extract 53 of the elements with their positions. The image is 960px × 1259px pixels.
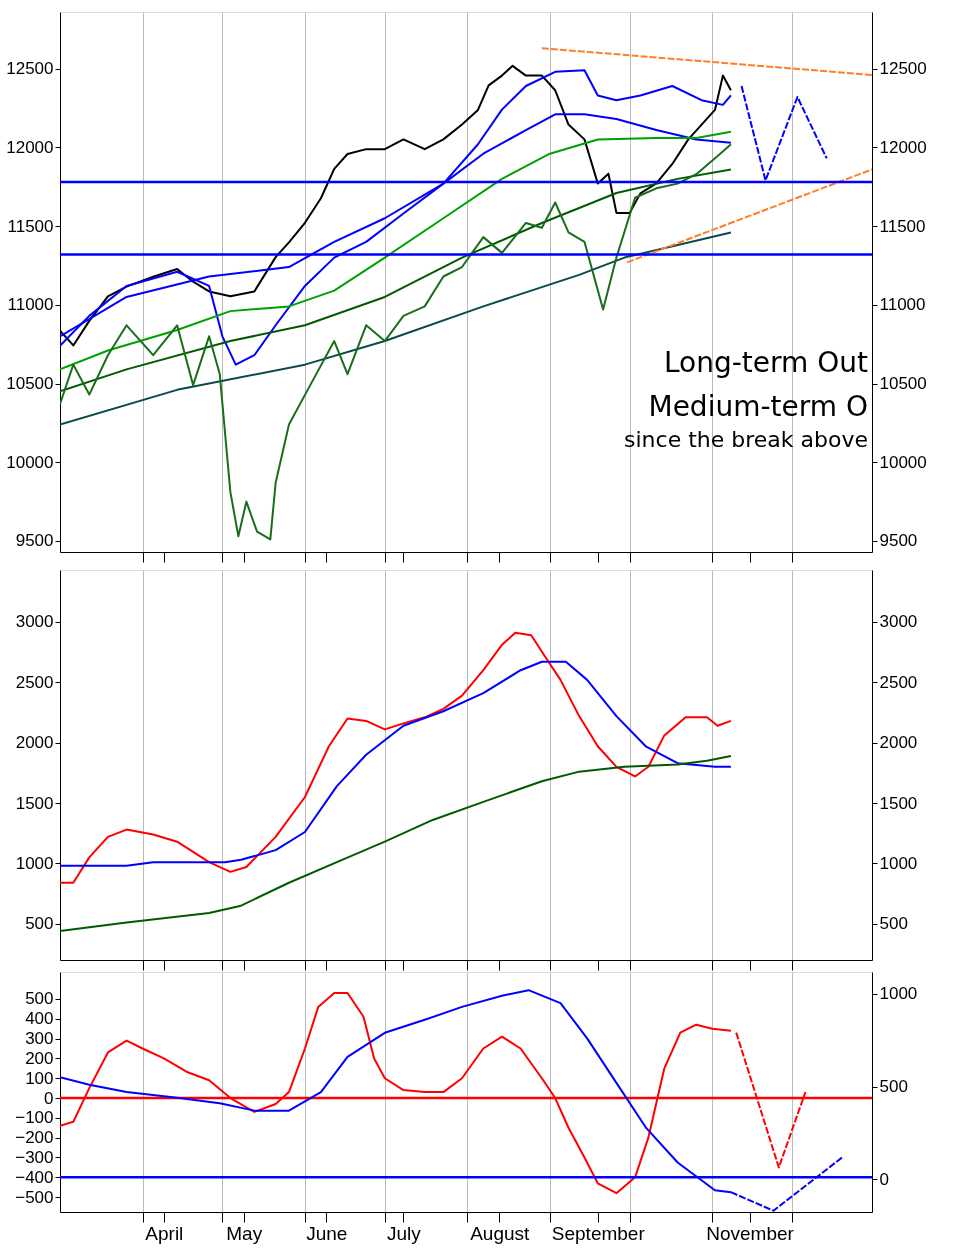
x-tick-label: April	[145, 1222, 184, 1244]
y-tick-label: 400	[25, 1009, 54, 1029]
line-series	[60, 660, 732, 867]
x-tick-label: July	[387, 1222, 422, 1244]
y-tick-label: −500	[15, 1187, 54, 1207]
y-tick-label: 10000	[6, 452, 54, 472]
y-tick-label: 12500	[6, 59, 54, 79]
y2-tick-label: 12000	[879, 137, 927, 157]
annotation: Medium-term O	[648, 390, 868, 423]
y-tick-label: 300	[25, 1029, 54, 1049]
x-tick-label: August	[470, 1222, 531, 1244]
line-series	[60, 631, 732, 884]
annotation: since the break above	[624, 427, 868, 452]
y2-tick-label: 1500	[879, 793, 918, 813]
y2-tick-label: 11000	[879, 295, 926, 315]
y2-tick-label: 1000	[879, 984, 918, 1004]
y-tick-label: −200	[15, 1128, 54, 1148]
y2-tick-label: 2000	[879, 733, 918, 753]
y2-tick-label: 11500	[879, 216, 926, 236]
y-tick-label: 500	[25, 914, 54, 934]
y-tick-label: 9500	[15, 531, 54, 551]
y-tick-label: 1500	[15, 793, 54, 813]
y-tick-label: 2500	[15, 672, 54, 692]
y-tick-label: 3000	[15, 612, 54, 632]
y-tick-label: 2000	[15, 733, 54, 753]
y-tick-label: 11500	[7, 216, 54, 236]
y2-tick-label: 9500	[879, 531, 918, 551]
y2-tick-label: 12500	[879, 59, 927, 79]
line-series	[60, 754, 732, 933]
y-tick-label: 1000	[15, 853, 54, 873]
y2-tick-label: 10500	[879, 374, 927, 394]
y-tick-label: 10500	[6, 374, 54, 394]
y2-tick-label: 500	[879, 914, 908, 934]
y-tick-label: 11000	[7, 295, 54, 315]
x-tick-label: May	[226, 1222, 263, 1244]
y2-tick-label: 500	[879, 1077, 908, 1097]
y-tick-label: −400	[15, 1167, 54, 1187]
x-tick-label: November	[706, 1222, 795, 1244]
y-tick-label: 500	[25, 989, 54, 1009]
y2-tick-label: 2500	[879, 672, 918, 692]
y2-tick-label: 3000	[879, 612, 918, 632]
y-tick-label: 12000	[6, 137, 54, 157]
y-tick-label: 0	[44, 1088, 54, 1108]
x-tick-label: June	[306, 1222, 348, 1244]
y-tick-label: 200	[25, 1048, 54, 1068]
y2-tick-label: 10000	[879, 452, 927, 472]
y2-tick-label: 1000	[879, 853, 918, 873]
x-tick-label: September	[551, 1222, 646, 1244]
y-tick-label: 100	[25, 1068, 54, 1088]
y2-tick-label: 0	[879, 1169, 889, 1189]
y-tick-label: −300	[15, 1148, 54, 1167]
y-tick-label: −100	[15, 1108, 54, 1128]
annotation: Long-term Out	[663, 346, 869, 379]
